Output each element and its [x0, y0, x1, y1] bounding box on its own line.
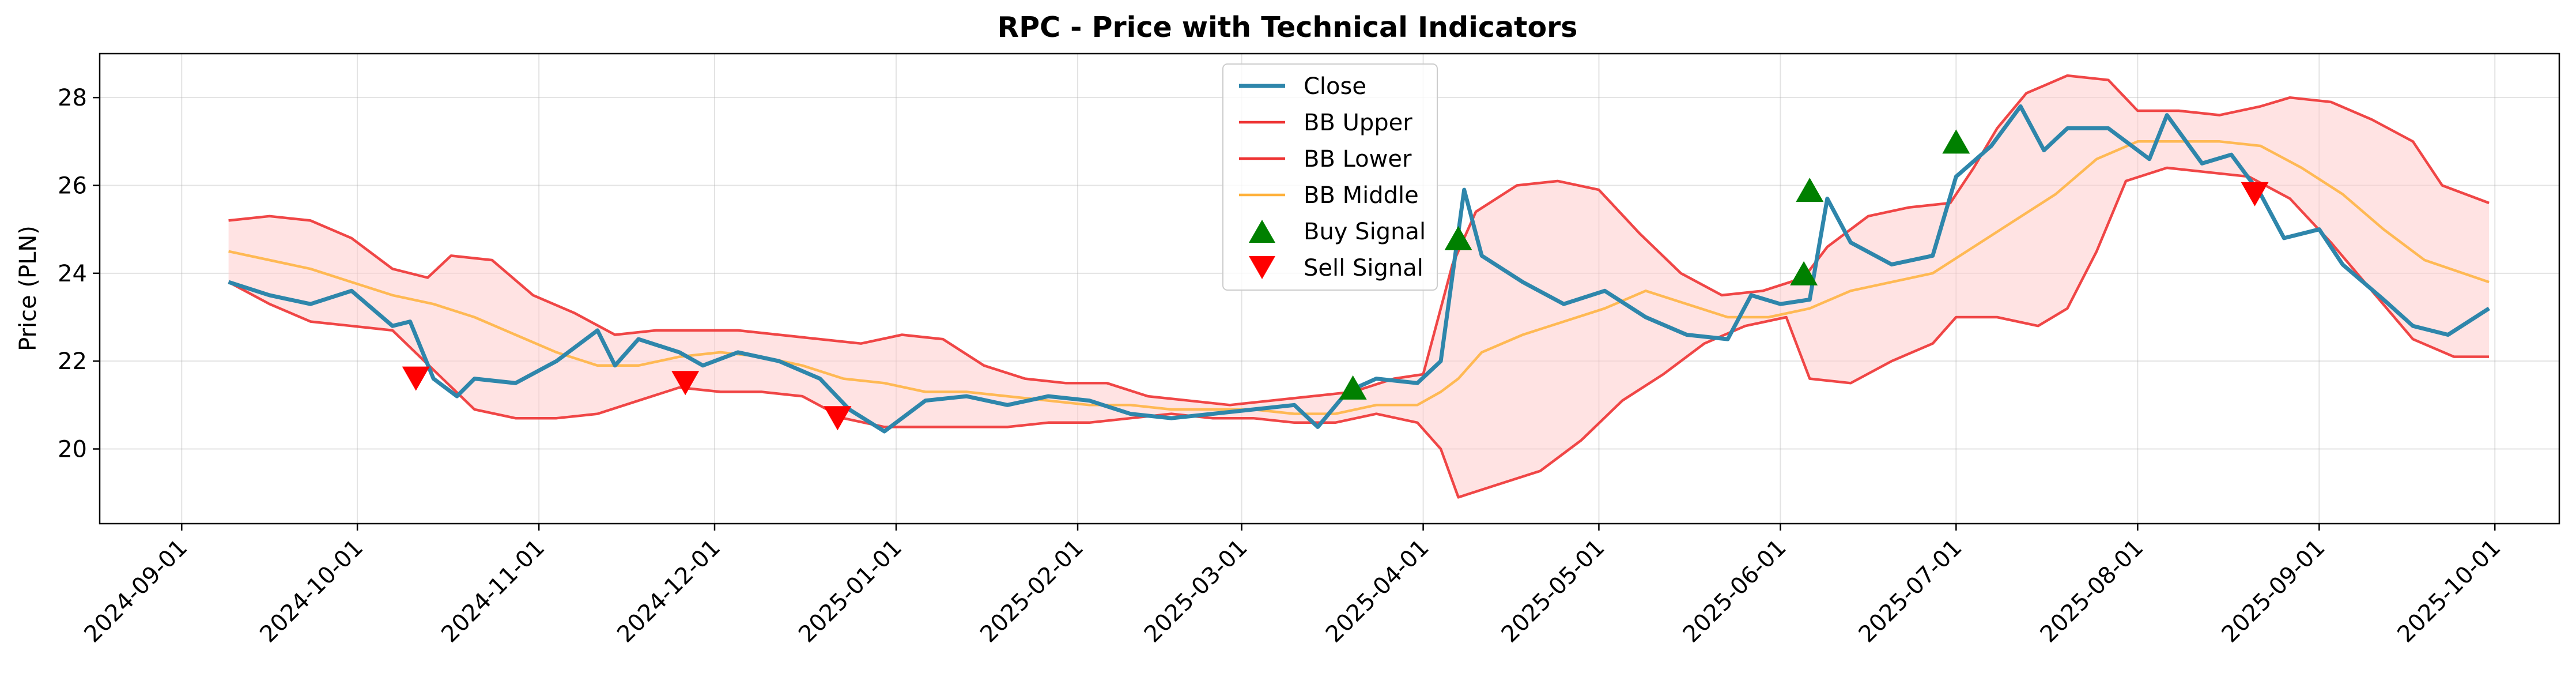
buy-signal-marker: [1339, 375, 1367, 400]
sell-signal-marker: [402, 366, 430, 391]
bb-upper-line: [228, 74, 2490, 407]
sell-signal-marker: [824, 406, 852, 431]
buy-signal-marker: [1942, 129, 1970, 154]
buy-signal-marker: [1790, 261, 1818, 285]
legend-label: Buy Signal: [1304, 219, 1426, 245]
legend-handle-sell-signal: [1249, 256, 1275, 279]
legend-box: [1222, 63, 1438, 291]
y-axis: 20 22 24 26 28: [58, 85, 100, 463]
y-tick-label: 26: [58, 173, 87, 200]
y-tick-label: 28: [58, 85, 87, 111]
legend-label: BB Lower: [1304, 146, 1412, 172]
legend-label: BB Upper: [1304, 110, 1412, 136]
close-line: [228, 104, 2490, 434]
y-tick-label: 20: [58, 437, 87, 463]
legend-label: BB Middle: [1304, 182, 1419, 209]
signal-markers: [402, 129, 2269, 431]
legend-label: Close: [1304, 73, 1366, 100]
y-axis-label: Price (PLN): [15, 225, 41, 351]
y-tick-label: 22: [58, 348, 87, 375]
chart-title: RPC - Price with Technical Indicators: [998, 11, 1578, 44]
buy-signal-marker: [1444, 225, 1472, 250]
sell-signal-marker: [671, 371, 700, 396]
band-fill-area: [228, 76, 2490, 498]
legend-label: Sell Signal: [1304, 255, 1423, 281]
y-tick-label: 24: [58, 261, 87, 287]
buy-signal-marker: [1796, 178, 1824, 202]
legend-handle-buy-signal: [1249, 220, 1275, 243]
sell-signal-marker: [2241, 182, 2269, 206]
bb-lower-line: [228, 166, 2490, 499]
series-lines: [228, 74, 2490, 499]
legend: Close BB Upper BB Lower BB Middle Buy Signal…: [1222, 63, 1438, 291]
bollinger-band-fill: [228, 76, 2490, 498]
plot-frame: [99, 52, 2560, 525]
bb-middle-line: [228, 140, 2490, 415]
